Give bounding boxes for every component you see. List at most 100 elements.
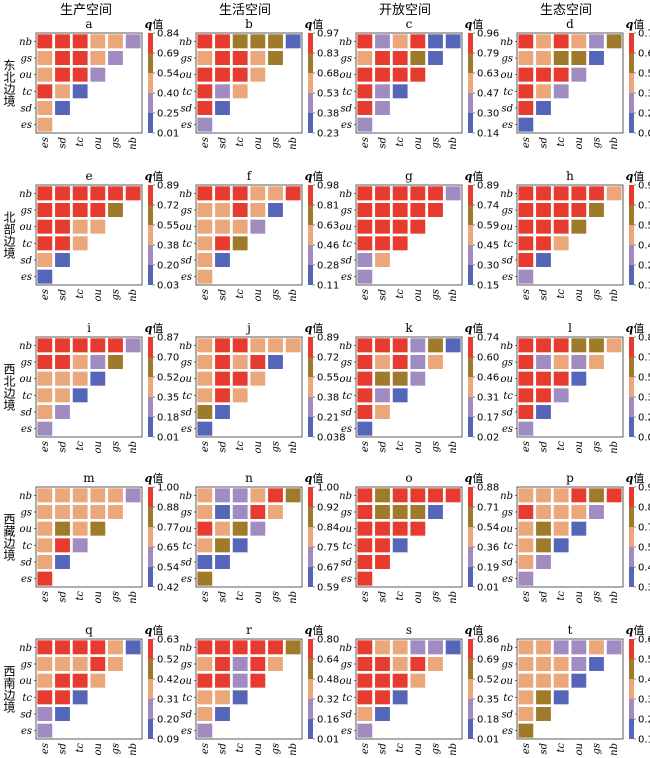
x-tick-label: gs (431, 137, 442, 149)
y-tick-label: ou (20, 676, 32, 687)
heatmap-cell (410, 488, 426, 503)
x-tick-label: tc (395, 743, 406, 753)
y-tick-label: gs (501, 54, 513, 65)
heatmap-cell (37, 690, 53, 705)
colorbar-tick-label: 0.01 (477, 735, 499, 746)
x-tick-label: gs (592, 289, 603, 301)
colorbar-title: q值 (305, 18, 324, 31)
heatmap-cell (375, 673, 390, 688)
colorbar-q-symbol: q (465, 18, 473, 31)
colorbar-q-symbol: q (626, 624, 634, 637)
colorbar-tick-label: 0.20 (157, 715, 179, 726)
y-tick-label: sd (340, 710, 352, 721)
x-tick-label: tc (235, 591, 246, 601)
colorbar-title: q值 (145, 18, 164, 31)
heatmap-cell (375, 219, 390, 234)
heatmap-cell (55, 203, 70, 217)
heatmap-cell (571, 338, 587, 353)
colorbar-segment (468, 547, 473, 567)
x-tick-label: gs (271, 137, 282, 149)
heatmap-cell (357, 488, 373, 503)
x-tick-label: nb (448, 137, 459, 150)
heatmap-cell (553, 388, 569, 403)
heatmap-cell (250, 51, 266, 65)
heatmap-cell (125, 186, 141, 201)
colorbar-q-symbol: q (626, 322, 634, 335)
colorbar-tick-label: 0.11 (317, 281, 339, 292)
heatmap-cell (392, 690, 408, 705)
colorbar-title-text: 值 (312, 18, 323, 31)
x-tick-label: es (200, 743, 211, 754)
colorbar-segment (308, 527, 313, 547)
colorbar-segment (629, 527, 634, 547)
colorbar: 0.86 0.69 0.52 0.35 0.18 0.01 q值 (465, 624, 500, 746)
x-tick-label: ou (574, 743, 585, 755)
heatmap-cell (250, 203, 266, 217)
y-tick-label: nb (179, 189, 192, 200)
x-tick-label: es (40, 137, 51, 148)
colorbar-segment (468, 33, 473, 53)
heatmap-cell (410, 219, 426, 234)
heatmap-cell (553, 219, 569, 234)
panel-frame (355, 336, 463, 438)
heatmap-cell (357, 236, 373, 251)
heatmap-cell (410, 640, 426, 655)
colorbar-segment (148, 487, 153, 507)
colorbar-tick-label: 0.52 (157, 655, 179, 666)
heatmap-cell (428, 640, 443, 655)
colorbar: 0.89 0.72 0.55 0.38 0.21 0.038 q值 (305, 322, 346, 444)
x-tick-label: nb (128, 743, 139, 756)
heatmap-cell (518, 355, 534, 369)
x-tick-label: es (521, 743, 532, 754)
panel-title: o (405, 471, 412, 485)
colorbar-tick-label: 1.00 (317, 483, 339, 494)
colorbar-title-text: 值 (633, 472, 644, 485)
heatmap-cell (410, 67, 426, 82)
heatmap-cell (428, 34, 443, 49)
heatmap-cell (571, 203, 587, 217)
panel-title: s (406, 623, 412, 637)
heatmap-cell (72, 338, 88, 353)
colorbar-tick-label: 0.63 (157, 635, 179, 646)
heatmap-cell (55, 521, 70, 536)
colorbar-segment (629, 93, 634, 113)
heatmap-cell (375, 371, 390, 386)
x-tick-label: nb (288, 743, 299, 756)
heatmap-cell (232, 538, 248, 553)
colorbar-title: q值 (465, 624, 484, 637)
heatmap-cell (108, 51, 123, 65)
y-tick-label: gs (501, 508, 513, 519)
heatmap-cell (37, 186, 53, 201)
heatmap-cell (268, 355, 283, 369)
colorbar-tick-label: 0.57 (638, 655, 650, 666)
heatmap-cell (445, 640, 461, 655)
heatmap-cell (392, 388, 408, 403)
heatmap-cell (392, 67, 408, 82)
panel-frame (516, 638, 624, 740)
colorbar-segment (308, 547, 313, 567)
panel-title: d (566, 17, 574, 31)
colorbar-title-text: 值 (152, 18, 163, 31)
heatmap-cell (125, 488, 141, 503)
x-tick-label: tc (75, 137, 86, 147)
heatmap-cell (357, 571, 373, 586)
heatmap-cell (90, 203, 106, 217)
heatmap-cell (232, 371, 248, 386)
y-tick-label: sd (20, 408, 32, 419)
colorbar-q-symbol: q (465, 472, 473, 485)
colorbar-segment (148, 205, 153, 225)
heatmap-cell (250, 488, 266, 503)
heatmap-cell (428, 203, 443, 217)
y-tick-label: tc (22, 541, 32, 552)
colorbar-segment (468, 53, 473, 73)
heatmap-cell (197, 538, 213, 553)
heatmap-cell (268, 657, 283, 671)
panel-title: e (85, 169, 92, 183)
heatmap-cell (197, 640, 213, 655)
heatmap-cell (55, 355, 70, 369)
x-tick-label: sd (378, 289, 389, 301)
y-tick-label: ou (501, 374, 513, 385)
y-tick-label: sd (20, 256, 32, 267)
